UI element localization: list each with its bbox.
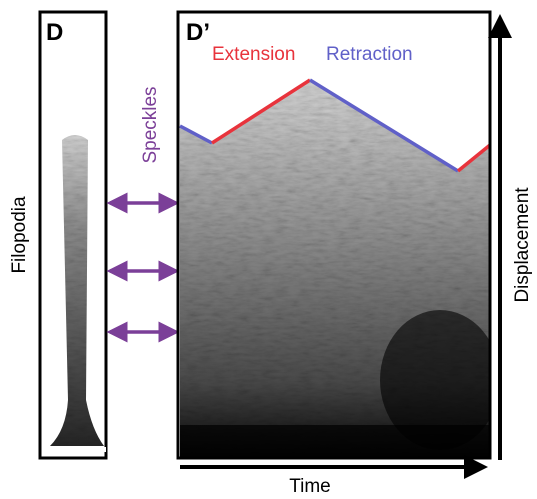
speckle-arrows bbox=[106, 192, 180, 343]
retraction-label: Retraction bbox=[326, 44, 413, 65]
extension-edge bbox=[456, 143, 492, 173]
extension-edge bbox=[211, 78, 311, 145]
panel-label: D’ bbox=[186, 19, 210, 46]
right-frame bbox=[176, 10, 492, 460]
extension-label: Extension bbox=[212, 44, 295, 65]
speckles-label: Speckles bbox=[140, 86, 161, 163]
y-axis-label: Displacement bbox=[512, 187, 533, 303]
retraction-edge bbox=[309, 78, 459, 173]
side-label: Filopodia bbox=[9, 196, 30, 274]
panel-label: D bbox=[46, 19, 63, 46]
retraction-edge bbox=[179, 124, 213, 145]
right-panel: D’ Extension Retraction bbox=[176, 10, 492, 460]
x-axis-label: Time bbox=[289, 476, 331, 497]
scale-bar bbox=[78, 447, 106, 452]
left-panel: D Filopodia bbox=[9, 10, 108, 460]
left-frame bbox=[38, 10, 108, 460]
